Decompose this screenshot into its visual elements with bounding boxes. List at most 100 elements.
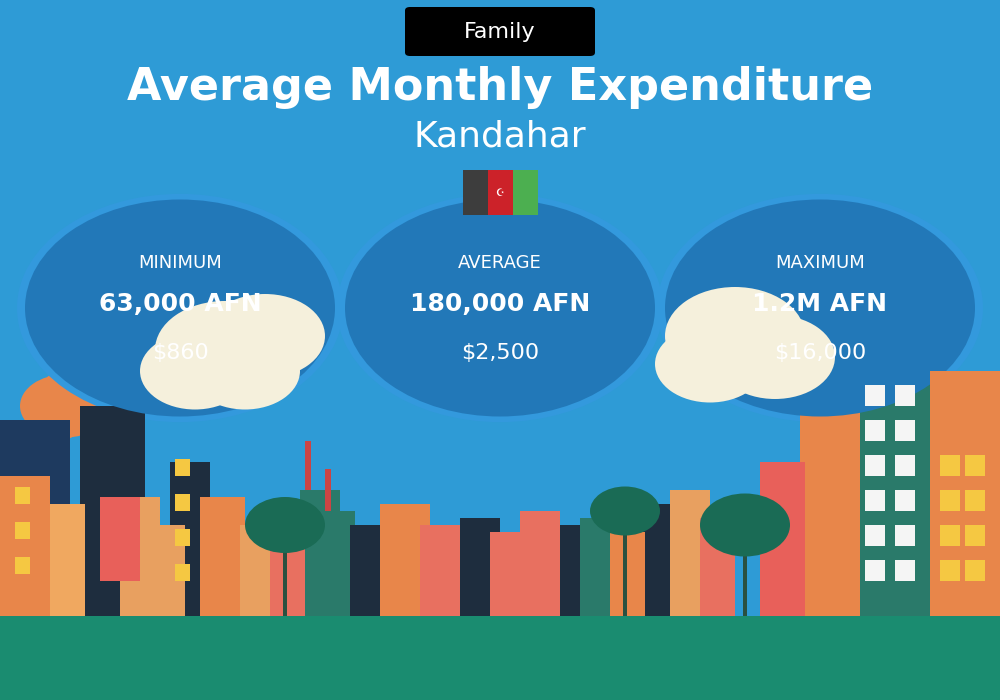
Text: Family: Family xyxy=(464,22,536,41)
Bar xyxy=(350,525,380,616)
Bar xyxy=(865,525,885,546)
Bar xyxy=(640,504,680,616)
Bar xyxy=(0,406,1000,616)
Text: 180,000 AFN: 180,000 AFN xyxy=(410,293,590,316)
Bar xyxy=(965,560,985,581)
Bar xyxy=(743,525,747,616)
Bar xyxy=(965,455,985,476)
Bar xyxy=(513,170,538,216)
Bar xyxy=(865,420,885,441)
Bar xyxy=(325,469,331,511)
Bar xyxy=(175,564,190,581)
Bar xyxy=(330,511,355,616)
Circle shape xyxy=(25,399,85,441)
Bar xyxy=(120,497,160,616)
Circle shape xyxy=(205,294,325,378)
Bar xyxy=(490,532,525,616)
Bar xyxy=(610,532,645,616)
Bar xyxy=(0,616,1000,700)
Circle shape xyxy=(20,374,110,438)
Bar xyxy=(965,525,985,546)
Bar xyxy=(240,525,280,616)
Bar xyxy=(865,490,885,511)
Bar xyxy=(462,170,488,216)
Bar xyxy=(175,528,190,546)
FancyBboxPatch shape xyxy=(405,7,595,56)
Bar xyxy=(965,490,985,511)
Bar xyxy=(170,462,210,616)
Text: AVERAGE: AVERAGE xyxy=(458,253,542,272)
Bar xyxy=(380,504,430,616)
Bar xyxy=(670,490,710,616)
Bar xyxy=(0,420,70,616)
Bar xyxy=(0,476,50,616)
Bar xyxy=(488,170,513,216)
Circle shape xyxy=(755,343,815,385)
Bar xyxy=(865,385,885,406)
Text: MAXIMUM: MAXIMUM xyxy=(775,253,865,272)
Bar xyxy=(50,504,85,616)
Bar xyxy=(860,336,935,616)
Bar xyxy=(80,406,145,616)
Bar xyxy=(420,525,460,616)
Circle shape xyxy=(590,486,660,536)
Bar xyxy=(150,525,185,616)
Bar xyxy=(300,490,340,616)
Circle shape xyxy=(345,199,655,416)
Bar xyxy=(100,497,140,581)
Text: Kandahar: Kandahar xyxy=(414,120,586,153)
Bar xyxy=(895,490,915,511)
Circle shape xyxy=(140,332,250,410)
Text: MINIMUM: MINIMUM xyxy=(138,253,222,272)
Bar xyxy=(800,364,865,616)
Text: 1.2M AFN: 1.2M AFN xyxy=(753,293,888,316)
Text: $16,000: $16,000 xyxy=(774,344,866,363)
Text: $860: $860 xyxy=(152,344,208,363)
Circle shape xyxy=(695,308,815,392)
Circle shape xyxy=(155,301,295,399)
Bar xyxy=(940,560,960,581)
Bar xyxy=(15,556,30,574)
Circle shape xyxy=(25,199,335,416)
Circle shape xyxy=(190,332,300,410)
Bar xyxy=(175,458,190,476)
Text: $2,500: $2,500 xyxy=(461,344,539,363)
Bar xyxy=(760,462,805,616)
Circle shape xyxy=(17,194,343,422)
Circle shape xyxy=(657,194,983,422)
Bar xyxy=(15,486,30,504)
Bar xyxy=(940,490,960,511)
Bar xyxy=(305,441,311,490)
Bar xyxy=(895,385,915,406)
Bar xyxy=(270,511,305,616)
Text: Average Monthly Expenditure: Average Monthly Expenditure xyxy=(127,66,873,109)
Circle shape xyxy=(245,497,325,553)
Circle shape xyxy=(665,287,805,385)
Bar xyxy=(895,455,915,476)
Circle shape xyxy=(337,194,663,422)
Circle shape xyxy=(770,312,840,360)
Bar xyxy=(865,560,885,581)
Bar xyxy=(15,522,30,539)
Bar xyxy=(865,455,885,476)
Bar xyxy=(580,518,620,616)
Circle shape xyxy=(665,199,975,416)
Bar xyxy=(175,494,190,511)
Circle shape xyxy=(750,318,840,382)
Circle shape xyxy=(40,368,110,416)
Bar xyxy=(895,525,915,546)
Circle shape xyxy=(655,326,765,402)
Bar xyxy=(700,518,735,616)
Bar xyxy=(200,497,245,616)
Text: 63,000 AFN: 63,000 AFN xyxy=(99,293,261,316)
Bar xyxy=(460,518,500,616)
Bar xyxy=(940,455,960,476)
Bar xyxy=(520,511,560,616)
Circle shape xyxy=(715,315,835,399)
Bar xyxy=(940,525,960,546)
Bar xyxy=(283,525,287,616)
Bar xyxy=(623,511,627,616)
Bar xyxy=(895,560,915,581)
Circle shape xyxy=(700,494,790,556)
Bar xyxy=(930,371,1000,616)
